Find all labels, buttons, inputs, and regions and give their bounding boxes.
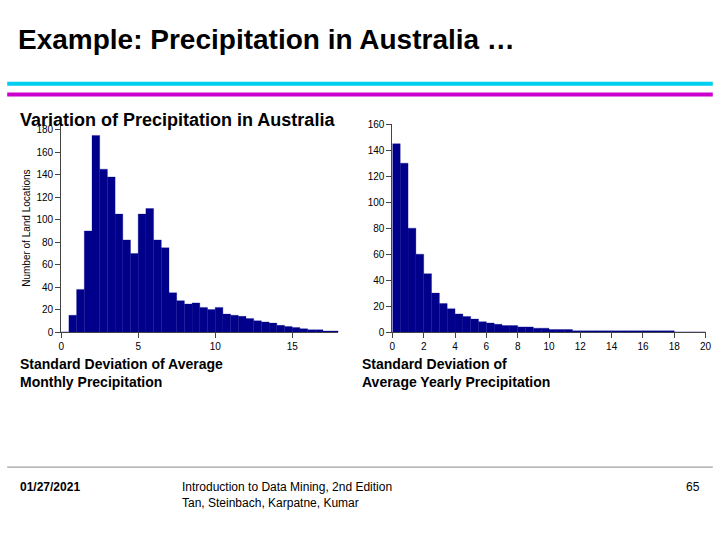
svg-text:40: 40: [373, 275, 385, 286]
svg-text:10: 10: [543, 341, 555, 352]
svg-text:12: 12: [575, 341, 587, 352]
svg-text:20: 20: [700, 341, 712, 352]
svg-text:8: 8: [515, 341, 521, 352]
svg-text:10: 10: [210, 341, 222, 352]
svg-text:40: 40: [42, 282, 54, 293]
svg-text:65: 65: [686, 480, 700, 494]
svg-text:Example: Precipitation in Aust: Example: Precipitation in Australia …: [18, 24, 515, 55]
svg-text:0: 0: [379, 327, 385, 338]
svg-text:120: 120: [37, 192, 54, 203]
svg-text:140: 140: [37, 169, 54, 180]
svg-text:160: 160: [37, 147, 54, 158]
svg-text:0: 0: [58, 341, 64, 352]
svg-text:180: 180: [37, 124, 54, 135]
svg-text:20: 20: [373, 301, 385, 312]
svg-text:20: 20: [42, 304, 54, 315]
svg-text:60: 60: [373, 249, 385, 260]
svg-text:2: 2: [421, 341, 427, 352]
svg-text:14: 14: [606, 341, 618, 352]
svg-text:120: 120: [368, 171, 385, 182]
svg-text:18: 18: [669, 341, 681, 352]
svg-text:60: 60: [42, 259, 54, 270]
svg-text:Standard Deviation ofAverage Y: Standard Deviation ofAverage Yearly Prec…: [362, 356, 550, 390]
svg-text:Variation of Precipitation in: Variation of Precipitation in Australia: [20, 110, 335, 130]
svg-text:5: 5: [135, 341, 141, 352]
svg-text:Number of Land Locations: Number of Land Locations: [21, 170, 32, 287]
svg-text:100: 100: [368, 197, 385, 208]
svg-text:6: 6: [484, 341, 490, 352]
svg-text:Standard Deviation of AverageM: Standard Deviation of AverageMonthly Pre…: [20, 356, 223, 390]
svg-text:01/27/2021: 01/27/2021: [20, 480, 80, 494]
svg-text:15: 15: [287, 341, 299, 352]
svg-text:0: 0: [48, 327, 54, 338]
svg-text:16: 16: [637, 341, 649, 352]
svg-text:0: 0: [390, 341, 396, 352]
svg-text:80: 80: [373, 223, 385, 234]
svg-text:100: 100: [37, 214, 54, 225]
svg-text:4: 4: [452, 341, 458, 352]
svg-text:Introduction to Data Mining, 2: Introduction to Data Mining, 2nd Edition…: [182, 480, 392, 510]
svg-text:140: 140: [368, 145, 385, 156]
svg-text:80: 80: [42, 237, 54, 248]
svg-text:160: 160: [368, 119, 385, 130]
